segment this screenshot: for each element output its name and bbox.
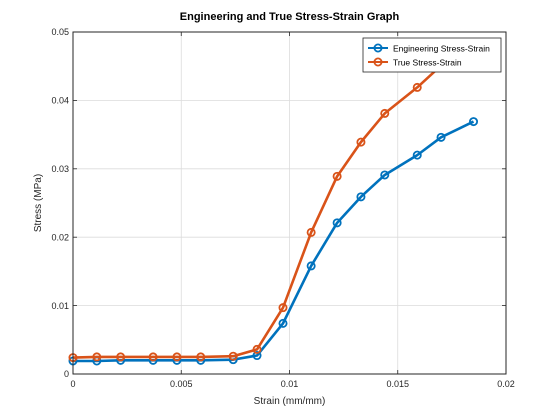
x-tick-labels: 0 0.005 0.01 0.015 0.02 xyxy=(70,379,514,389)
y-tick-label: 0.01 xyxy=(51,301,69,311)
legend-label-true: True Stress-Strain xyxy=(393,58,462,68)
y-tick-label: 0.04 xyxy=(51,96,69,106)
legend-box xyxy=(362,37,502,73)
data-point-true xyxy=(252,344,262,354)
y-tick-label: 0.02 xyxy=(51,232,69,242)
data-point-true xyxy=(116,352,126,362)
data-point-engineering xyxy=(469,117,479,127)
data-point-engineering xyxy=(356,192,366,202)
series-line-engineering xyxy=(73,120,475,363)
data-point-true xyxy=(172,352,182,362)
x-tick-label: 0 xyxy=(70,379,75,389)
y-tick-label: 0.03 xyxy=(51,164,69,174)
data-point-true xyxy=(412,82,422,92)
chart-title: Engineering and True Stress-Strain Graph xyxy=(180,11,400,23)
data-point-engineering xyxy=(412,150,422,160)
data-point-engineering xyxy=(306,261,316,271)
data-point-true xyxy=(306,227,316,237)
data-point-engineering xyxy=(252,351,262,361)
data-point-true xyxy=(278,303,288,313)
data-point-true xyxy=(356,137,366,147)
y-tick-labels: 0 0.01 0.02 0.03 0.04 0.05 xyxy=(51,27,69,379)
legend-entry-engineering: Engineering Stress-Strain xyxy=(368,44,490,54)
series-line-true xyxy=(72,42,475,359)
x-tick-label: 0.01 xyxy=(281,379,299,389)
y-axis-label: Stress (MPa) xyxy=(33,174,44,232)
legend: Engineering Stress-Strain True Stress-St… xyxy=(362,37,502,73)
data-point-true xyxy=(148,352,158,362)
legend-label-engineering: Engineering Stress-Strain xyxy=(393,44,490,54)
legend-marker-true xyxy=(373,57,383,67)
y-tick-label: 0.05 xyxy=(51,27,69,37)
data-point-true xyxy=(92,352,102,362)
data-point-true xyxy=(380,108,390,118)
data-point-true xyxy=(228,351,238,361)
ticks xyxy=(72,31,507,375)
legend-entry-true: True Stress-Strain xyxy=(368,58,462,68)
data-point-engineering xyxy=(332,218,342,228)
x-axis-label: Strain (mm/mm) xyxy=(254,396,326,407)
data-point-true xyxy=(196,352,206,362)
data-point-engineering xyxy=(380,170,390,180)
data-point-true xyxy=(332,171,342,181)
x-tick-label: 0.015 xyxy=(386,379,409,389)
data-point-engineering xyxy=(436,132,446,142)
x-tick-label: 0.02 xyxy=(497,379,515,389)
legend-marker-engineering xyxy=(373,43,383,53)
y-tick-label: 0 xyxy=(64,369,69,379)
x-tick-label: 0.005 xyxy=(170,379,193,389)
data-point-engineering xyxy=(278,318,288,328)
